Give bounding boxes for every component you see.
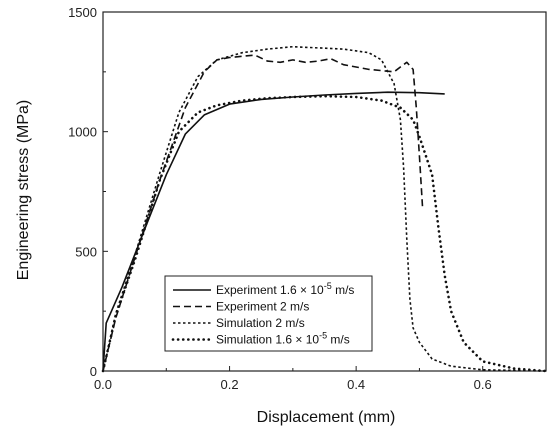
x-tick-label: 0.4 [347, 377, 365, 392]
legend-label: Experiment 1.6 × 10-5 m/s [216, 281, 354, 297]
legend-label: Simulation 2 m/s [216, 316, 305, 330]
series-group [101, 45, 548, 373]
series-line-3 [102, 45, 547, 372]
series-line-4 [101, 94, 548, 373]
x-tick-label: 0.6 [474, 377, 492, 392]
series-line-2 [102, 54, 424, 372]
axis-ticks: 0.0 0.2 0.4 0.6 0 500 1000 1500 [68, 5, 492, 392]
legend-box [164, 275, 373, 352]
x-axis-label: Displacement (mm) [257, 409, 396, 426]
y-tick-label: 0 [90, 364, 97, 379]
y-tick-label: 1000 [68, 125, 97, 140]
x-tick-label: 0.2 [221, 377, 239, 392]
legend-label: Experiment 2 m/s [216, 300, 309, 314]
legend: Experiment 1.6 × 10-5 m/s Experiment 2 m/… [164, 275, 373, 352]
legend-label: Simulation 1.6 × 10-5 m/s [216, 331, 350, 347]
y-tick-label: 500 [75, 244, 97, 259]
y-tick-label: 1500 [68, 5, 97, 20]
x-tick-label: 0.0 [94, 377, 112, 392]
y-axis-label: Engineering stress (MPa) [15, 100, 32, 281]
